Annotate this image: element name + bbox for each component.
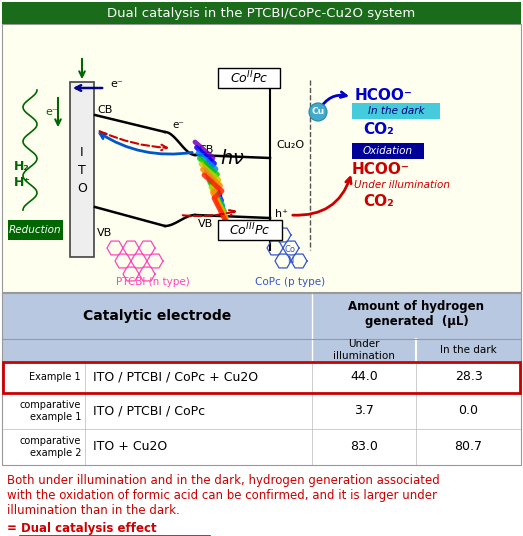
Bar: [70, 82, 94, 257]
Text: Under
illumination: Under illumination: [333, 339, 395, 361]
Text: VB: VB: [97, 228, 112, 238]
Text: H⁺: H⁺: [14, 176, 30, 190]
Text: HCOO⁻: HCOO⁻: [352, 162, 410, 177]
Bar: [218, 68, 280, 88]
Text: ITO / PTCBI / CoPc: ITO / PTCBI / CoPc: [93, 405, 205, 418]
Text: Example 1: Example 1: [29, 372, 81, 382]
Text: Oxidation: Oxidation: [363, 146, 413, 156]
Bar: [2, 393, 521, 429]
Text: 28.3: 28.3: [454, 370, 482, 383]
Text: illumination than in the dark.: illumination than in the dark.: [7, 504, 180, 517]
Text: CO₂: CO₂: [363, 195, 394, 210]
Text: Both under illumination and in the dark, hydrogen generation associated: Both under illumination and in the dark,…: [7, 474, 440, 487]
Bar: [416, 339, 521, 361]
Circle shape: [309, 103, 327, 121]
Text: 3.7: 3.7: [354, 405, 374, 418]
Text: Under illumination: Under illumination: [354, 180, 450, 190]
Bar: [2, 2, 521, 24]
Text: e⁻: e⁻: [172, 120, 184, 130]
Text: h⁺: h⁺: [275, 209, 288, 219]
Text: Dual catalysis in the PTCBI/CoPc-Cu2O system: Dual catalysis in the PTCBI/CoPc-Cu2O sy…: [107, 6, 415, 19]
Text: e⁻: e⁻: [110, 79, 123, 89]
Text: $Co^{II}Pc$: $Co^{II}Pc$: [230, 70, 268, 86]
Text: with the oxidation of formic acid can be confirmed, and it is larger under: with the oxidation of formic acid can be…: [7, 489, 437, 502]
Text: PTCBI (n type): PTCBI (n type): [116, 277, 190, 287]
Bar: [2, 339, 312, 361]
Text: CO₂: CO₂: [363, 123, 394, 138]
Bar: [312, 339, 416, 361]
Text: 83.0: 83.0: [350, 441, 378, 453]
Text: 44.0: 44.0: [350, 370, 378, 383]
Text: HCOO⁻: HCOO⁻: [355, 87, 413, 102]
Text: $Co^{III}Pc$: $Co^{III}Pc$: [230, 222, 270, 239]
Bar: [2, 24, 521, 292]
Text: ITO / PTCBI / CoPc + Cu2O: ITO / PTCBI / CoPc + Cu2O: [93, 370, 258, 383]
Text: Amount of hydrogen
generated  (μL): Amount of hydrogen generated (μL): [348, 300, 484, 328]
Bar: [352, 103, 440, 119]
Bar: [2, 293, 312, 339]
Text: e⁻: e⁻: [46, 107, 59, 117]
Bar: [3, 361, 520, 392]
Text: Cu: Cu: [311, 108, 325, 116]
Text: 80.7: 80.7: [454, 441, 483, 453]
Text: comparative
example 2: comparative example 2: [20, 436, 81, 458]
Bar: [218, 220, 282, 240]
Text: In the dark: In the dark: [440, 345, 497, 355]
Text: = Dual catalysis effect: = Dual catalysis effect: [7, 522, 156, 535]
Text: comparative
example 1: comparative example 1: [20, 400, 81, 422]
Text: CoPc (p type): CoPc (p type): [255, 277, 325, 287]
Text: ITO + Cu2O: ITO + Cu2O: [93, 441, 167, 453]
Text: CB: CB: [198, 145, 213, 155]
Text: In the dark: In the dark: [368, 106, 424, 116]
Text: H₂: H₂: [14, 160, 30, 174]
Text: I
T
O: I T O: [77, 145, 87, 195]
Text: $h\nu$: $h\nu$: [220, 148, 244, 167]
Text: VB: VB: [198, 219, 213, 229]
Text: Co
N: Co N: [285, 245, 295, 265]
Text: Catalytic electrode: Catalytic electrode: [83, 309, 231, 323]
Bar: [352, 143, 424, 159]
Bar: [312, 293, 521, 339]
Text: 0.0: 0.0: [459, 405, 479, 418]
Bar: [8, 220, 63, 240]
Bar: [2, 429, 521, 465]
Text: Cu₂O: Cu₂O: [276, 140, 304, 150]
Bar: [2, 361, 521, 393]
Text: Reduction: Reduction: [9, 225, 61, 235]
Text: CB: CB: [97, 105, 112, 115]
